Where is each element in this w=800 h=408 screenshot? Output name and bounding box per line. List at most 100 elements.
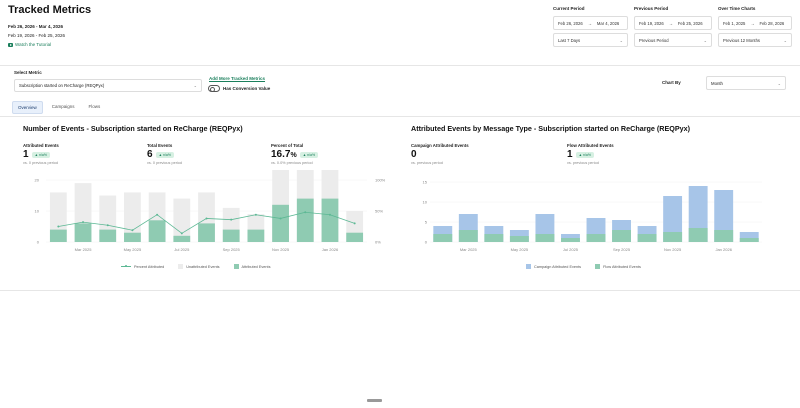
attributed-bar [247,229,265,242]
range-arrow-icon: → [668,20,673,26]
x-tick-label: May 2025 [511,247,529,252]
percent-point [353,222,356,225]
previous-period-preset: Previous Period [639,37,669,43]
kpi-value: 1 [567,149,573,160]
x-tick-label: Mar 2025 [460,247,478,252]
metric-select[interactable]: Subscription started on ReCharge (REQPyx… [14,79,202,92]
add-tracked-metrics-link[interactable]: Add More Tracked Metrics [209,76,266,81]
scroll-handle[interactable] [367,399,382,402]
x-tick-label: Sep 2025 [223,247,241,252]
y2-tick-label: 50% [375,209,383,214]
kpi-unit: % [290,152,297,159]
current-period-preset-select[interactable]: Last 7 Days ⌄ [553,33,628,47]
percent-point [57,225,60,228]
flow-bar [458,230,478,242]
campaign-bar [739,232,759,242]
attributed-bar [173,235,191,242]
previous-period-end: Feb 25, 2026 [677,20,703,26]
current-period-start: Feb 26, 2026 [558,20,583,26]
percent-point [230,218,233,221]
kpi-comparison: vs. previous period [411,161,443,165]
kpi-label: Attributed Events [23,143,59,148]
kpi-comparison: vs. 0.0% previous period [271,161,313,165]
over-time-preset-select[interactable]: Previous 12 Months ⌄ [718,33,792,47]
chevron-down-icon: ⌄ [703,37,707,43]
legend-item-unattributed[interactable]: Unattributed Events [178,264,220,269]
x-tick-label: Jul 2025 [563,247,579,252]
y-tick-label: 5 [425,220,428,225]
change-badge: ▲ n/a% [299,151,319,158]
attributed-bar [321,198,339,242]
x-tick-label: Mar 2025 [75,247,93,252]
previous-period-preset-select[interactable]: Previous Period ⌄ [634,33,712,47]
legend-item-campaign[interactable]: Campaign Attributed Events [526,264,581,269]
over-time-group: Over Time Charts Feb 1, 2025 → Feb 28, 2… [718,6,792,47]
flow-bar [739,238,759,242]
tab-overview[interactable]: Overview [12,101,43,114]
attributed-by-message-type-chart: 0 5 10 15 Mar 2025 May 2025 Jul 2025 Sep 2025 No… [423,180,762,252]
kpi-label: Campaign Attributed Events [411,143,469,148]
attributed-bar [74,223,92,242]
chevron-down-icon: ⌄ [777,80,781,86]
attributed-bar [272,204,289,242]
tutorial-link-label: Watch the Tutorial [15,42,52,47]
x-tick-label: Jul 2025 [174,247,190,252]
events-over-time-chart: 0 10 20 0% 50% 100% Mar 2025 May 2025 Jul 2025 Se… [35,170,386,252]
legend-item-percent[interactable]: Percent Attributed [121,264,164,269]
over-time-date-picker[interactable]: Feb 1, 2025 → Feb 28, 2026 [718,16,792,30]
flow-bar [433,234,453,242]
flow-bar [535,234,555,242]
chart-by-select[interactable]: Month ⌄ [706,76,786,90]
over-time-preset: Previous 12 Months [723,37,761,43]
page-title: Tracked Metrics [8,4,92,16]
tab-flows[interactable]: Flows [88,104,101,109]
legend-label: Attributed Events [241,264,271,269]
tutorial-link[interactable]: Watch the Tutorial [8,42,51,47]
tab-campaigns[interactable]: Campaigns [51,104,75,109]
y-tick-label: 10 [423,200,428,205]
over-time-end: Feb 28, 2026 [759,20,785,26]
flow-bar [484,234,504,242]
kpi-value: 6 [147,149,153,160]
current-period-label: Current Period [553,6,585,11]
flow-bar [714,230,734,242]
current-period-date-picker[interactable]: Feb 26, 2026 → Mar 4, 2026 [553,16,628,30]
kpi-attributed-events: Attributed Events 1 ▲ n/a% vs. 0 previou… [23,143,59,165]
x-tick-label: May 2025 [124,247,142,252]
metric-select-value: Subscription started on ReCharge (REQPyx… [19,83,105,88]
previous-period-group: Previous Period Feb 19, 2026 → Feb 25, 2… [634,6,712,47]
percent-point [205,217,208,220]
unattributed-bar [173,198,191,242]
y-tick-label: 0 [37,240,40,245]
view-tabs: Overview Campaigns Flows [12,101,105,114]
kpi-value: 16.7 [271,149,291,160]
kpi-comparison: vs. 0 previous period [23,161,59,165]
campaign-bar [714,190,734,242]
legend-item-flow[interactable]: Flow Attributed Events [595,264,641,269]
flow-bar [509,236,529,242]
kpi-flow-attributed: Flow Attributed Events 1 ▲ n/a% vs. prev… [567,143,614,165]
right-chart-legend: Campaign Attributed Events Flow Attribut… [526,264,641,269]
x-tick-label: Jan 2026 [715,247,732,252]
attributed-bar [49,229,67,242]
conversion-value-toggle[interactable] [208,85,220,92]
kpi-comparison: vs. 0 previous period [147,161,183,165]
chevron-down-icon: ⌄ [783,37,787,43]
flow-bar [688,228,708,242]
flow-bar [663,232,683,242]
tabs-divider [0,116,800,117]
y-tick-label: 20 [35,178,40,183]
flow-bar [561,238,580,242]
previous-period-date-picker[interactable]: Feb 19, 2026 → Feb 25, 2026 [634,16,712,30]
y-tick-label: 0 [425,240,428,245]
kpi-comparison: vs. previous period [567,161,599,165]
conversion-toggle-label: Has Conversion Value [223,86,271,91]
panel-bottom-divider [0,290,800,291]
current-period-group: Current Period Feb 26, 2026 → Mar 4, 202… [553,6,628,47]
x-tick-label: Nov 2025 [664,247,682,252]
current-date-range: Feb 26, 2026 - Mar 4, 2026 [8,24,64,29]
left-panel-title: Number of Events - Subscription started … [23,124,243,133]
legend-item-attributed[interactable]: Attributed Events [233,264,271,269]
percent-point [156,213,159,216]
kpi-label: Total Events [147,143,173,148]
